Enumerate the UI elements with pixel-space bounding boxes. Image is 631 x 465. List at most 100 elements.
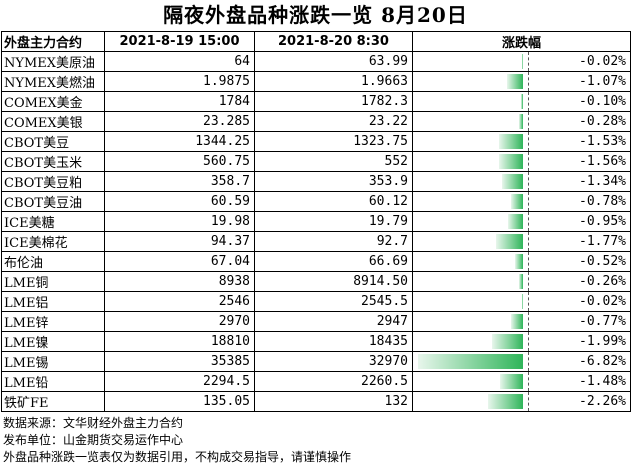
header-prev-time: 2021-8-19 15:00 (104, 31, 255, 52)
curr-price: 18435 (254, 331, 413, 352)
price-change-table: 外盘主力合约 2021-8-19 15:00 2021-8-20 8:30 涨跌… (1, 31, 631, 412)
zero-axis-line (528, 252, 529, 271)
table-row: NYMEX美原油 64 63.99 -0.02% (1, 51, 631, 72)
zero-axis-line (528, 232, 529, 251)
table-row: LME锌 2970 2947 -0.77% (1, 311, 631, 332)
change-bar (511, 194, 523, 209)
contract-name: LME铝 (1, 291, 105, 312)
change-value: -0.26% (579, 274, 626, 289)
zero-axis-line (528, 212, 529, 231)
zero-axis-line (528, 392, 529, 411)
curr-price: 353.9 (254, 171, 413, 192)
table-row: 布伦油 67.04 66.69 -0.52% (1, 251, 631, 272)
prev-price: 23.285 (104, 111, 255, 132)
curr-price: 92.7 (254, 231, 413, 252)
contract-name: 布伦油 (1, 251, 105, 272)
change-bar (498, 154, 523, 169)
curr-price: 66.69 (254, 251, 413, 272)
change-bar (499, 134, 523, 149)
zero-axis-line (528, 72, 529, 91)
zero-axis-line (528, 152, 529, 171)
change-bar (500, 374, 523, 389)
zero-axis-line (528, 292, 529, 311)
prev-price: 135.05 (104, 391, 255, 412)
contract-name: COMEX美金 (1, 91, 105, 112)
table-row: CBOT美玉米 560.75 552 -1.56% (1, 151, 631, 172)
curr-price: 23.22 (254, 111, 413, 132)
contract-name: CBOT美玉米 (1, 151, 105, 172)
prev-price: 19.98 (104, 211, 255, 232)
table-row: LME镍 18810 18435 -1.99% (1, 331, 631, 352)
change-value: -2.26% (579, 394, 626, 409)
change-value: -0.02% (579, 294, 626, 309)
contract-name: 铁矿FE (1, 391, 105, 412)
change-bar (511, 314, 523, 329)
contract-name: LME铅 (1, 371, 105, 392)
change-cell: -0.95% (412, 211, 631, 232)
contract-name: LME镍 (1, 331, 105, 352)
table-row: LME锡 35385 32970 -6.82% (1, 351, 631, 372)
change-cell: -1.48% (412, 371, 631, 392)
curr-price: 2545.5 (254, 291, 413, 312)
zero-axis-line (528, 312, 529, 331)
prev-price: 1344.25 (104, 131, 255, 152)
curr-price: 8914.50 (254, 271, 413, 292)
change-value: -0.78% (579, 194, 626, 209)
change-cell: -0.77% (412, 311, 631, 332)
change-bar (488, 394, 523, 409)
curr-price: 60.12 (254, 191, 413, 212)
change-bar (522, 54, 523, 69)
prev-price: 18810 (104, 331, 255, 352)
change-cell: -0.78% (412, 191, 631, 212)
curr-price: 63.99 (254, 51, 413, 72)
zero-axis-line (528, 272, 529, 291)
curr-price: 132 (254, 391, 413, 412)
contract-name: CBOT美豆 (1, 131, 105, 152)
table-row: LME铜 8938 8914.50 -0.26% (1, 271, 631, 292)
zero-axis-line (528, 192, 529, 211)
change-value: -1.34% (579, 174, 626, 189)
change-cell: -0.10% (412, 91, 631, 112)
prev-price: 1784 (104, 91, 255, 112)
table-row: LME铝 2546 2545.5 -0.02% (1, 291, 631, 312)
change-value: -0.28% (579, 114, 626, 129)
table-row: CBOT美豆油 60.59 60.12 -0.78% (1, 191, 631, 212)
change-cell: -6.82% (412, 351, 631, 372)
curr-price: 2260.5 (254, 371, 413, 392)
change-bar (515, 254, 523, 269)
prev-price: 94.37 (104, 231, 255, 252)
table-row: LME铅 2294.5 2260.5 -1.48% (1, 371, 631, 392)
contract-name: COMEX美银 (1, 111, 105, 132)
change-value: -0.77% (579, 314, 626, 329)
change-bar (418, 354, 523, 369)
prev-price: 560.75 (104, 151, 255, 172)
change-cell: -1.56% (412, 151, 631, 172)
change-value: -0.10% (579, 94, 626, 109)
change-bar (506, 74, 523, 89)
table-row: ICE美棉花 94.37 92.7 -1.77% (1, 231, 631, 252)
change-value: -1.53% (579, 134, 626, 149)
change-bar (495, 234, 523, 249)
change-bar (519, 274, 523, 289)
prev-price: 60.59 (104, 191, 255, 212)
contract-name: LME锡 (1, 351, 105, 372)
change-value: -1.77% (579, 234, 626, 249)
contract-name: ICE美棉花 (1, 231, 105, 252)
prev-price: 35385 (104, 351, 255, 372)
change-cell: -1.34% (412, 171, 631, 192)
zero-axis-line (528, 52, 529, 71)
change-bar (522, 294, 523, 309)
table-row: COMEX美银 23.285 23.22 -0.28% (1, 111, 631, 132)
header-contract: 外盘主力合约 (1, 31, 105, 52)
zero-axis-line (528, 92, 529, 111)
curr-price: 2947 (254, 311, 413, 332)
table-row: ICE美糖 19.98 19.79 -0.95% (1, 211, 631, 232)
contract-name: ICE美糖 (1, 211, 105, 232)
change-cell: -0.26% (412, 271, 631, 292)
prev-price: 2546 (104, 291, 255, 312)
curr-price: 1.9663 (254, 71, 413, 92)
change-bar (492, 334, 523, 349)
zero-axis-line (528, 112, 529, 131)
change-value: -0.52% (579, 254, 626, 269)
change-value: -1.99% (579, 334, 626, 349)
